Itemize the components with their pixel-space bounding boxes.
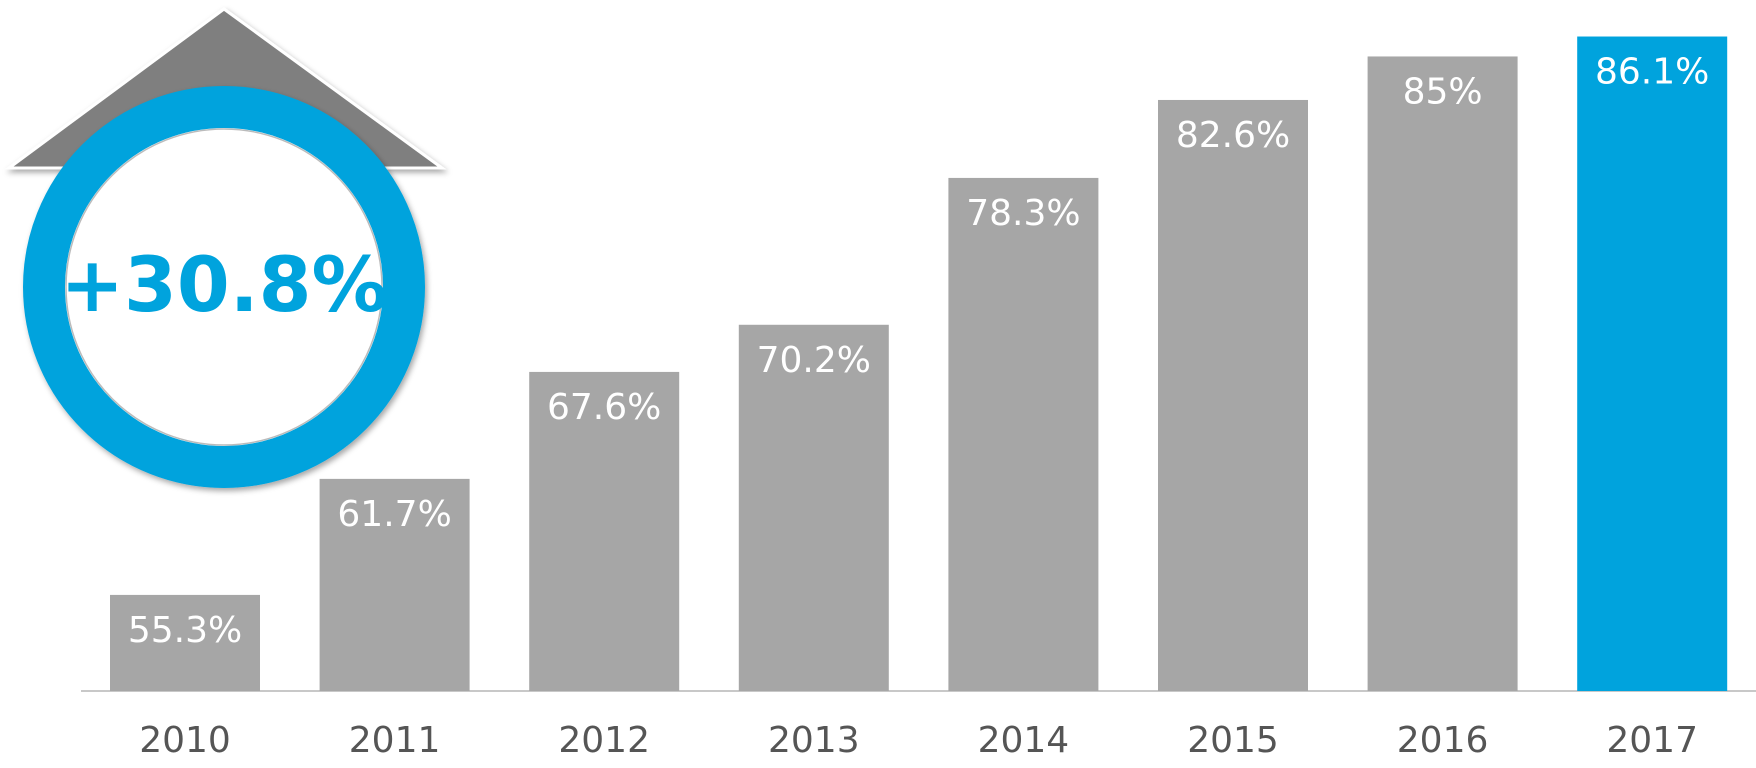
value-label: 61.7%: [337, 494, 451, 535]
x-tick-label: 2012: [558, 720, 650, 761]
x-tick-label: 2016: [1397, 720, 1489, 761]
bar: [1158, 99, 1308, 691]
value-label: 85%: [1403, 71, 1483, 112]
value-label: 82.6%: [1176, 115, 1290, 156]
bar: [1577, 36, 1728, 691]
value-label: 86.1%: [1595, 52, 1709, 93]
badge-inner-edge: [65, 128, 383, 446]
value-label: 78.3%: [966, 193, 1080, 234]
annotation-badge: +30.8%: [4, 7, 447, 488]
annotation: +30.8%: [60, 240, 387, 329]
x-tick-label: 2010: [139, 720, 231, 761]
x-tick-label: 2014: [978, 720, 1070, 761]
value-label: 55.3%: [128, 610, 242, 651]
value-label: 67.6%: [547, 387, 661, 428]
bar: [738, 324, 889, 691]
bar: [110, 594, 260, 691]
badge-ring: [23, 86, 425, 488]
x-tick-label: 2017: [1606, 720, 1698, 761]
x-tick-label: 2013: [768, 720, 860, 761]
value-label: 70.2%: [757, 340, 871, 381]
x-tick-label: 2011: [349, 720, 441, 761]
bar: [948, 177, 1099, 691]
bar: [1367, 56, 1518, 691]
bar: [529, 371, 680, 691]
x-tick-label: 2015: [1187, 720, 1279, 761]
bar: [319, 478, 470, 691]
